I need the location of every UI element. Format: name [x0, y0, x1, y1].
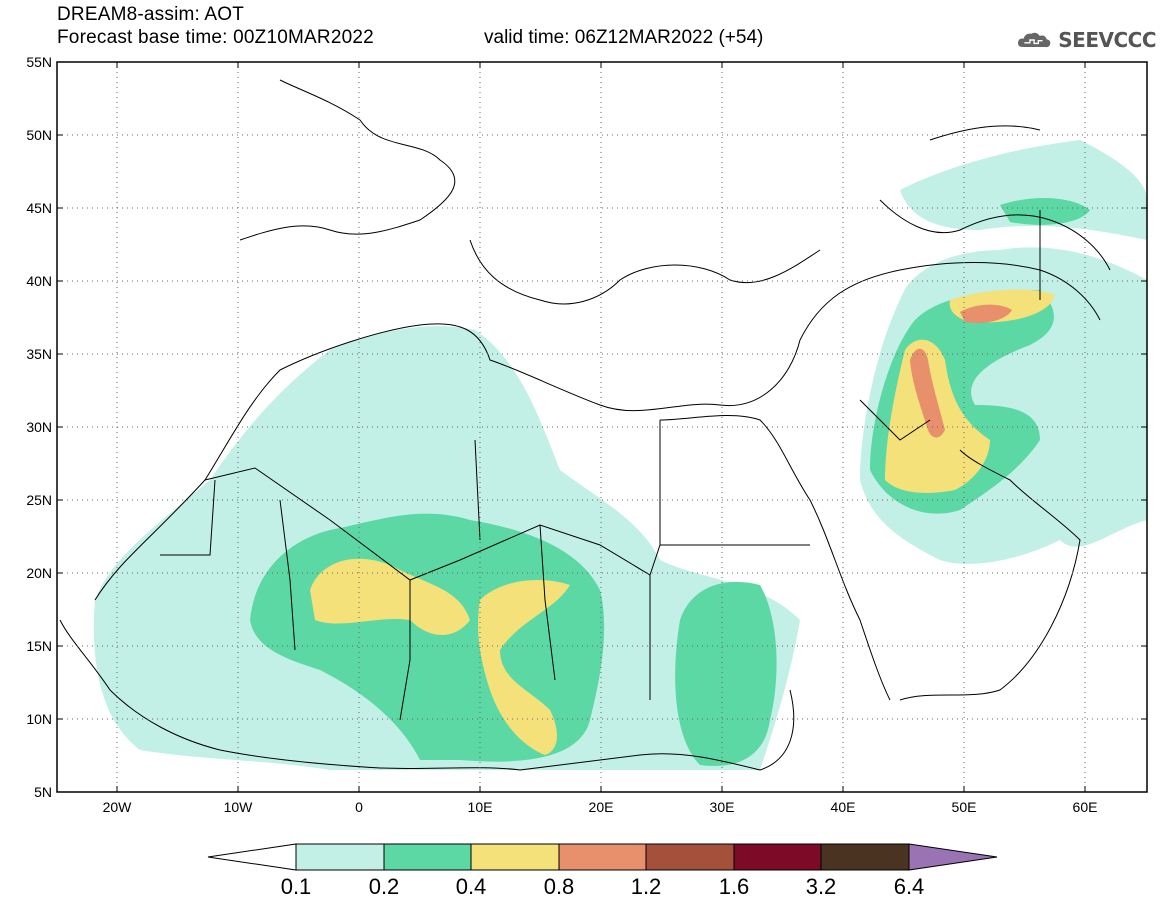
legend-level-label: 0.4: [456, 874, 487, 899]
lat-label: 35N: [26, 346, 52, 362]
legend-level-label: 6.4: [894, 874, 925, 899]
aot-band-0-2-sudan: [675, 581, 777, 766]
lat-label: 45N: [26, 200, 52, 216]
lat-label: 10N: [26, 711, 52, 727]
lon-label: 30E: [710, 799, 735, 815]
coastlines: [59, 79, 1111, 771]
lon-labels: 20W 10W 0 10E 20E 30E 40E 50E 60E: [103, 799, 1098, 815]
axis-ticks: [57, 61, 1147, 793]
lon-label: 10E: [468, 799, 493, 815]
lon-label: 40E: [831, 799, 856, 815]
seevccc-logo: SEEVCCC: [1016, 22, 1156, 58]
lat-label: 55N: [26, 54, 52, 70]
lat-label: 20N: [26, 565, 52, 581]
aot-band-0-8-turkmen: [960, 304, 1012, 324]
lon-label: 20W: [103, 799, 133, 815]
lat-label: 5N: [34, 784, 52, 800]
lat-label: 30N: [26, 419, 52, 435]
aot-band-0-8: [910, 348, 945, 438]
legend-level-label: 1.6: [719, 874, 750, 899]
lon-label: 50E: [952, 799, 977, 815]
lon-label: 20E: [589, 799, 614, 815]
legend-level-label: 0.1: [281, 874, 312, 899]
legend-level-label: 1.2: [631, 874, 662, 899]
legend-level-label: 0.2: [369, 874, 400, 899]
lat-labels: 55N 50N 45N 40N 35N 30N 25N 20N 15N 10N …: [26, 54, 52, 800]
lon-label: 60E: [1073, 799, 1098, 815]
graticule: [57, 62, 1147, 792]
model-title: DREAM8-assim: AOT: [57, 4, 245, 25]
lon-label: 0: [355, 799, 363, 815]
lat-label: 40N: [26, 273, 52, 289]
lat-label: 25N: [26, 492, 52, 508]
aot-field: [57, 62, 1147, 792]
aot-band-0-4: [310, 558, 470, 635]
aot-band-0-1-caspian: [900, 140, 1147, 240]
lat-label: 15N: [26, 638, 52, 654]
legend-level-label: 0.8: [544, 874, 575, 899]
valid-time: valid time: 06Z12MAR2022 (+54): [484, 27, 764, 48]
aot-band-0-4-chad: [478, 580, 570, 755]
forecast-base-time: Forecast base time: 00Z10MAR2022: [57, 27, 374, 48]
lon-label: 10W: [224, 799, 254, 815]
lat-label: 50N: [26, 127, 52, 143]
aot-map: 55N 50N 45N 40N 35N 30N 25N 20N 15N 10N …: [26, 54, 1148, 815]
legend-level-label: 3.2: [806, 874, 837, 899]
logo-text: SEEVCCC: [1058, 28, 1156, 52]
aot-band-0-2-caspian: [1000, 198, 1090, 225]
cloud-icon: [1018, 32, 1051, 48]
